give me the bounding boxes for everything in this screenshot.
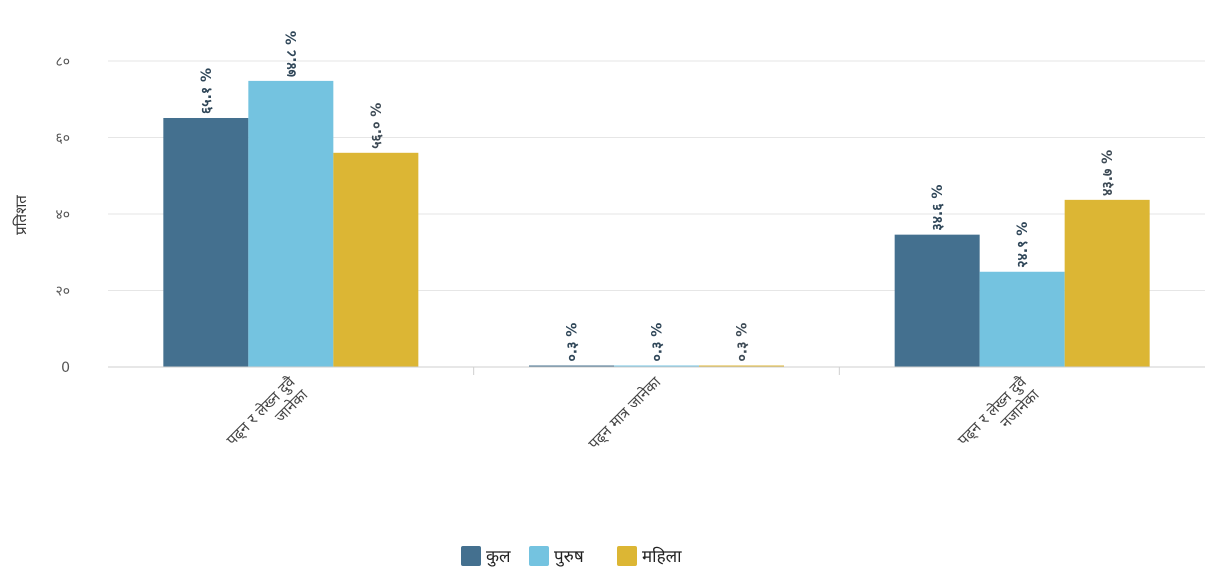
x-tick-label-line: पढ्न मात्र जानेका	[585, 372, 666, 453]
legend-swatch	[461, 546, 481, 566]
data-label: ३४.६ %	[930, 185, 946, 231]
legend-label: महिला	[642, 546, 682, 567]
bar	[699, 365, 784, 367]
legend-swatch	[617, 546, 637, 566]
bar	[529, 365, 614, 367]
data-label: ०.३ %	[735, 323, 751, 362]
y-tick-label: 0	[61, 360, 70, 376]
legend: कुल पुरुष महिला	[461, 546, 682, 567]
y-axis: 0 २० ४० ६० ८०	[55, 54, 70, 376]
data-label: ४३.७ %	[1100, 150, 1116, 196]
x-axis: पढ्न र लेख्न दुवैजानेका पढ्न मात्र जानेका…	[223, 367, 1044, 461]
y-tick-label: २०	[55, 284, 70, 300]
data-label: ०.३ %	[650, 323, 666, 362]
bar	[979, 271, 1065, 367]
bar	[1064, 199, 1150, 367]
y-tick-label: ८०	[55, 54, 70, 70]
data-label: ५६.० %	[369, 103, 385, 149]
y-tick-label: ४०	[55, 207, 70, 223]
x-tick-label: पढ्न र लेख्न दुवैनजानेका	[954, 372, 1043, 461]
legend-label: पुरुष	[554, 547, 585, 567]
legend-label: कुल	[486, 547, 511, 567]
y-axis-label: प्रतिशत	[12, 195, 30, 235]
legend-swatch	[529, 546, 549, 566]
bar-series	[163, 80, 1150, 368]
bar	[163, 117, 249, 368]
data-label: ०.३ %	[565, 323, 581, 362]
bar	[894, 234, 980, 367]
x-tick-label: पढ्न र लेख्न दुवैजानेका	[223, 372, 312, 461]
data-label: ६५.१ %	[199, 68, 215, 114]
bar	[614, 365, 699, 367]
y-tick-label: ६०	[55, 131, 70, 147]
bar	[248, 80, 334, 367]
data-label: ७४.८ %	[284, 31, 300, 77]
data-labels: ६५.१ % ०.३ % ३४.६ % ७४.८ % ०.३ % २४.९ % ५६.० %…	[199, 31, 1116, 362]
data-label: २४.९ %	[1015, 222, 1031, 268]
x-tick-label: पढ्न मात्र जानेका	[585, 372, 666, 453]
bar	[333, 152, 419, 367]
